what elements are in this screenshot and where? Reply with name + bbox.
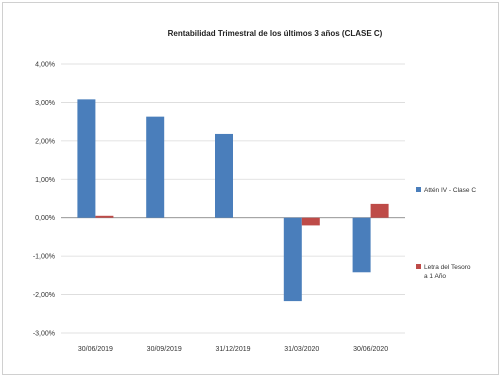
bar-fund [352,217,371,273]
x-tick-label: 30/06/2019 [78,346,113,353]
legend: Attén IV - Clase C Letra del Tesoro a 1 Añ… [416,187,476,280]
y-tick-label: -2,00% [33,292,55,299]
bars-layer [77,99,389,302]
y-tick-label: -3,00% [33,331,55,338]
x-tick-label: 30/06/2020 [353,346,388,353]
bar-benchmark [370,203,389,218]
y-tick-label: 0,00% [35,215,55,222]
bar-chart: Rentabilidad Trimestral de los últimos 3… [33,29,477,353]
x-axis-ticks: 30/06/2019 30/09/2019 31/12/2019 31/03/2020… [78,346,388,353]
x-tick-label: 31/12/2019 [215,346,250,353]
y-tick-label: 1,00% [35,177,55,184]
y-tick-label: 3,00% [35,100,55,107]
bar-fund [77,99,96,218]
y-axis-ticks: 4,00% 3,00% 2,00% 1,00% 0,00% -1,00% -2,00% -3,… [33,62,55,338]
legend-label: Letra del Tesoro a 1 Año [424,264,471,280]
bar-fund [146,116,165,218]
x-tick-label: 31/03/2020 [284,346,319,353]
y-tick-label: 2,00% [35,138,55,145]
legend-swatch [416,264,421,269]
bar-benchmark [301,217,320,226]
y-tick-label: -1,00% [33,254,55,261]
bar-benchmark [95,215,114,218]
bar-fund [215,133,233,218]
bar-fund [283,217,302,302]
y-tick-label: 4,00% [35,62,55,69]
chart-frame: Rentabilidad Trimestral de los últimos 3… [2,2,499,375]
legend-label: Attén IV - Clase C [424,187,476,194]
x-tick-label: 30/09/2019 [147,346,182,353]
legend-swatch [416,187,421,192]
chart-title: Rentabilidad Trimestral de los últimos 3… [168,29,383,38]
